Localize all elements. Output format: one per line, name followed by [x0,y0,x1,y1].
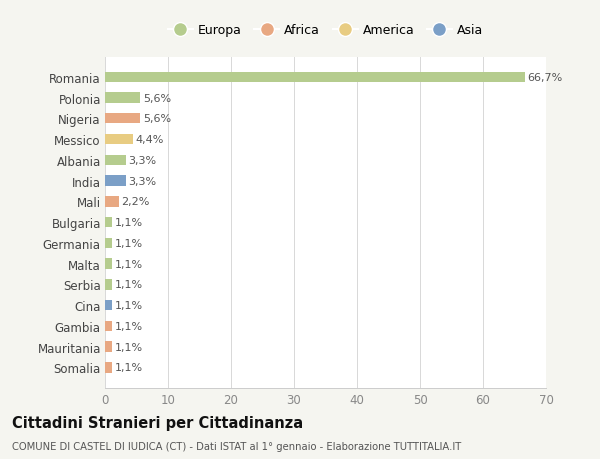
Text: 3,3%: 3,3% [128,156,157,165]
Legend: Europa, Africa, America, Asia: Europa, Africa, America, Asia [164,21,487,41]
Text: 1,1%: 1,1% [115,363,143,373]
Bar [105,93,140,103]
Bar [105,280,112,290]
Text: Cittadini Stranieri per Cittadinanza: Cittadini Stranieri per Cittadinanza [12,415,303,431]
Bar [105,321,112,331]
Bar [105,342,112,352]
Text: COMUNE DI CASTEL DI IUDICA (CT) - Dati ISTAT al 1° gennaio - Elaborazione TUTTIT: COMUNE DI CASTEL DI IUDICA (CT) - Dati I… [12,441,461,451]
Text: 2,2%: 2,2% [121,197,150,207]
Text: 1,1%: 1,1% [115,218,143,228]
Bar [105,197,119,207]
Text: 1,1%: 1,1% [115,342,143,352]
Bar [105,300,112,311]
Text: 5,6%: 5,6% [143,114,171,124]
Text: 4,4%: 4,4% [135,135,164,145]
Text: 5,6%: 5,6% [143,93,171,103]
Bar [105,155,126,166]
Text: 66,7%: 66,7% [528,73,563,83]
Text: 1,1%: 1,1% [115,301,143,310]
Text: 3,3%: 3,3% [128,176,157,186]
Bar [105,73,525,83]
Text: 1,1%: 1,1% [115,321,143,331]
Text: 1,1%: 1,1% [115,259,143,269]
Bar [105,259,112,269]
Bar [105,114,140,124]
Bar [105,238,112,248]
Text: 1,1%: 1,1% [115,238,143,248]
Bar [105,363,112,373]
Bar [105,176,126,186]
Bar [105,134,133,145]
Bar [105,218,112,228]
Text: 1,1%: 1,1% [115,280,143,290]
